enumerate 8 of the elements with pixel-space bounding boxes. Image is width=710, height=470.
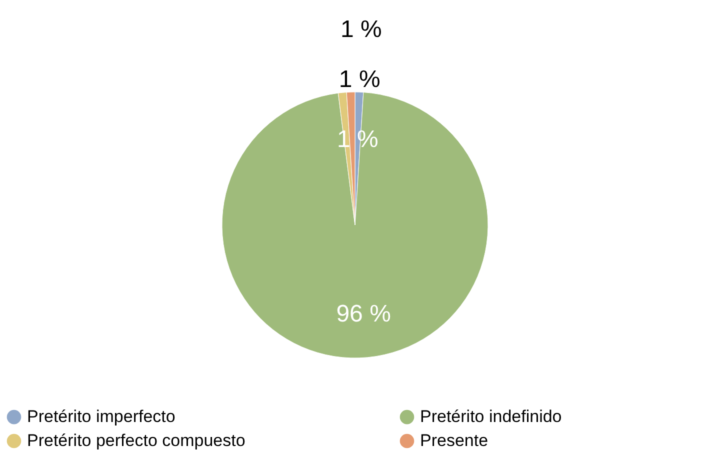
pie-slice	[222, 92, 488, 358]
legend-label: Pretérito perfecto compuesto	[27, 431, 246, 450]
data-label: 96 %	[336, 300, 391, 328]
legend-label: Pretérito indefinido	[420, 407, 562, 426]
data-label: 1 %	[340, 16, 382, 44]
legend-label: Presente	[420, 431, 488, 450]
data-label: 1 %	[338, 66, 380, 94]
legend-label: Pretérito imperfecto	[27, 407, 176, 426]
